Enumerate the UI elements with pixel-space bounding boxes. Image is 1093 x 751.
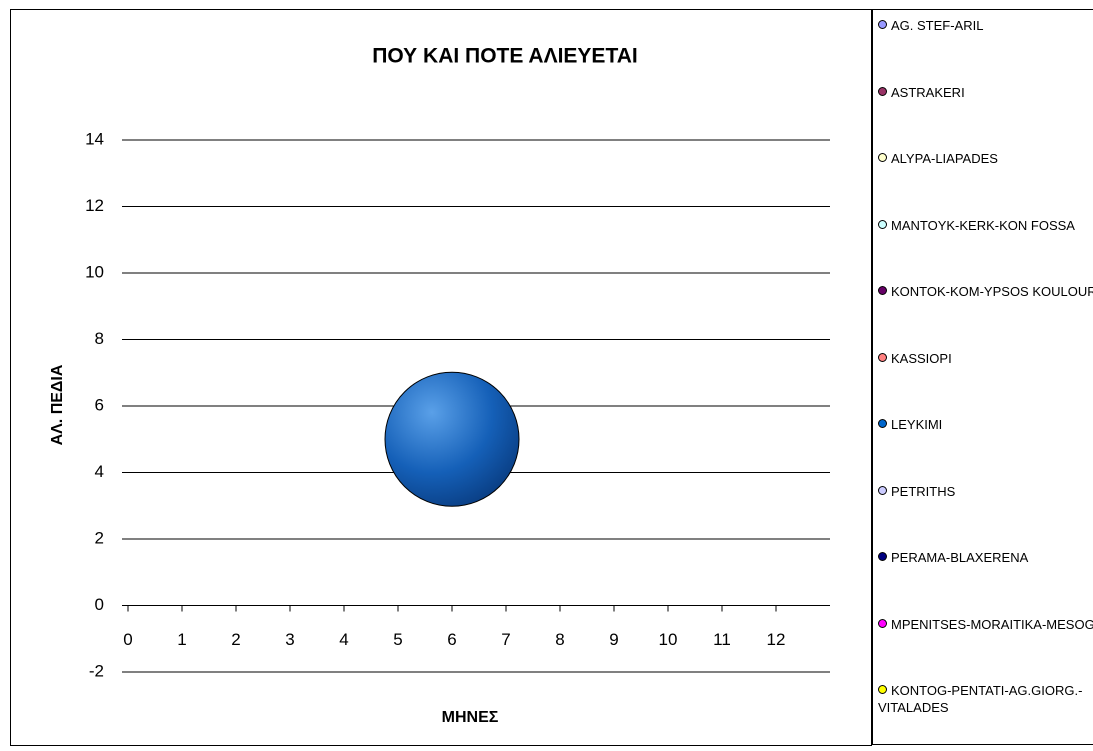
- x-tick-label: 8: [555, 630, 564, 649]
- legend-label: LEYKIMI: [891, 417, 943, 432]
- y-axis-label: ΑΛ. ΠΕΔΙΑ: [49, 364, 66, 445]
- legend-marker: [878, 552, 887, 561]
- legend-entry: PETRITHS: [878, 483, 1093, 500]
- x-tick-label: 1: [177, 630, 186, 649]
- legend-label: MANTOYK-KERK-KON FOSSA: [891, 217, 1075, 233]
- legend-label: KONTOG-PENTATI-AG.GIORG.-VITALADES: [878, 683, 1083, 715]
- legend-entry: MPENITSES-MORAITIKA-MESOGGI: [878, 616, 1093, 633]
- legend-label: KASSIOPI: [891, 350, 952, 366]
- x-axis-label: ΜΗΝΕΣ: [442, 709, 499, 726]
- legend-label: AG. STEF-ARIL: [891, 18, 984, 33]
- x-tick-label: 10: [659, 630, 678, 649]
- legend-label: KONTOK-KOM-YPSOS KOULOUR: [891, 284, 1093, 299]
- x-tick-label: 2: [231, 630, 240, 649]
- legend-label: ASTRAKERI: [891, 84, 965, 100]
- legend-entry: AG. STEF-ARIL: [878, 17, 1093, 34]
- x-tick-label: 12: [767, 630, 786, 649]
- legend-marker: [878, 219, 887, 229]
- x-tick-label: 4: [339, 630, 348, 649]
- x-tick-label: 9: [609, 630, 618, 649]
- legend-marker: [878, 286, 887, 295]
- legend-entry: PERAMA-BLAXERENA: [878, 549, 1093, 566]
- x-tick-label: 3: [285, 630, 294, 649]
- legend-entry: KASSIOPI: [878, 350, 1093, 367]
- y-tick-label: 4: [95, 462, 104, 481]
- y-tick-label: 8: [95, 329, 104, 348]
- y-tick-label: 14: [85, 129, 104, 148]
- legend-label: MPENITSES-MORAITIKA-MESOGGI: [891, 616, 1093, 632]
- legend-entry: ALYPA-LIAPADES: [878, 150, 1093, 167]
- legend-entry: MANTOYK-KERK-KON FOSSA: [878, 217, 1093, 234]
- legend: AG. STEF-ARIL ASTRAKERI ALYPA-LIAPADES MANT…: [872, 9, 1093, 745]
- y-tick-label: -2: [89, 661, 104, 680]
- x-tick-label: 5: [393, 630, 402, 649]
- legend-marker: [878, 352, 887, 362]
- y-tick-label: 12: [85, 196, 104, 215]
- legend-marker: [878, 20, 887, 29]
- legend-marker: [878, 685, 887, 694]
- legend-entry: KONTOG-PENTATI-AG.GIORG.-VITALADES: [878, 682, 1093, 716]
- legend-label: PERAMA-BLAXERENA: [891, 550, 1029, 565]
- bubble: [384, 371, 520, 507]
- legend-marker: [878, 485, 887, 495]
- y-tick-label: 10: [85, 262, 104, 281]
- legend-entry: LEYKIMI: [878, 416, 1093, 433]
- legend-label: ALYPA-LIAPADES: [891, 151, 998, 166]
- chart-title: ΠΟΥ ΚΑΙ ΠΟΤΕ ΑΛΙΕΥΕΤΑΙ: [372, 45, 637, 68]
- legend-marker: [878, 419, 887, 428]
- y-tick-label: 2: [95, 528, 104, 547]
- y-tick-label: 0: [95, 595, 104, 614]
- y-tick-label: 6: [95, 395, 104, 414]
- x-tick-label: 11: [713, 630, 731, 649]
- legend-entry: ASTRAKERI: [878, 84, 1093, 101]
- x-tick-label: 7: [501, 630, 510, 649]
- legend-marker: [878, 153, 887, 162]
- x-tick-label: 0: [123, 630, 132, 649]
- legend-entry: KONTOK-KOM-YPSOS KOULOUR: [878, 283, 1093, 300]
- chart-border: [10, 9, 872, 746]
- legend-marker: [878, 618, 887, 628]
- legend-marker: [878, 86, 887, 96]
- x-tick-label: 6: [447, 630, 456, 649]
- legend-label: PETRITHS: [891, 483, 956, 499]
